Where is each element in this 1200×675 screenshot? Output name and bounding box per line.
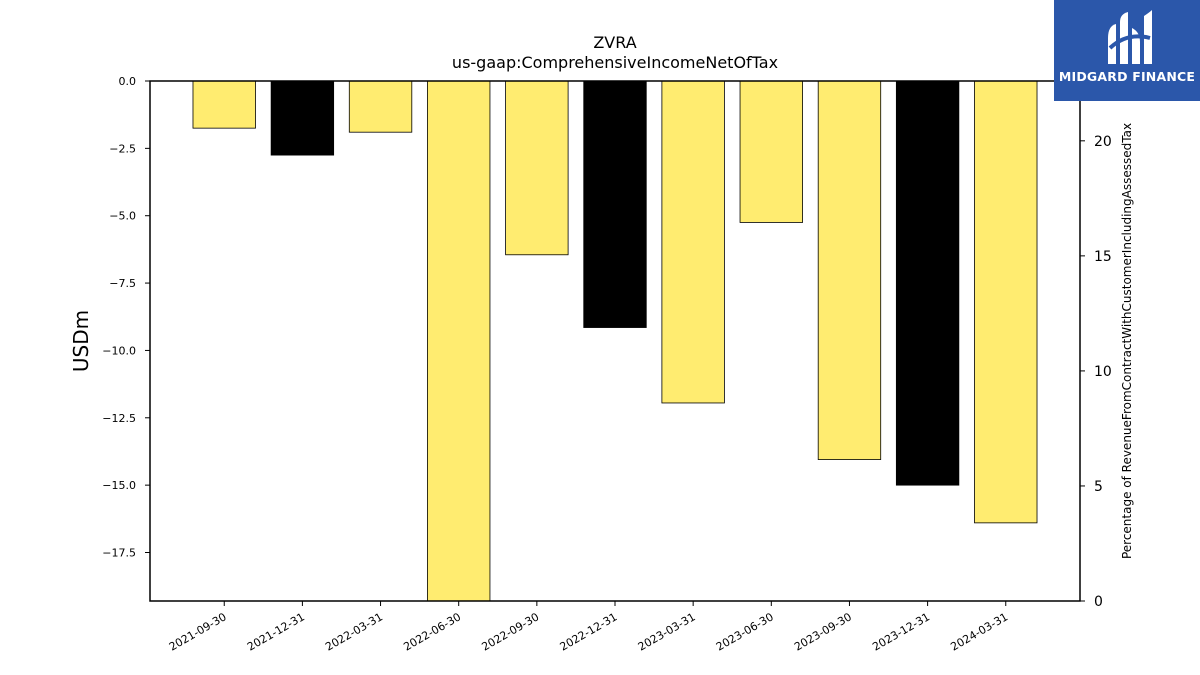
brand-name: MIDGARD FINANCE [1058, 69, 1196, 84]
y-tick-label: −17.5 [102, 547, 136, 560]
x-tick-label: 2023-12-31 [870, 610, 932, 653]
brand-logo: MIDGARD FINANCE [1054, 0, 1200, 101]
bar-2023-12-31 [895, 80, 960, 486]
y2-tick-label: 0 [1094, 594, 1103, 610]
x-tick-label: 2022-12-31 [558, 610, 620, 653]
y2-tick-label: 20 [1094, 134, 1112, 150]
bar-2024-03-31 [974, 80, 1038, 524]
plot-frame [149, 80, 1081, 602]
y-tick-label: −7.5 [109, 277, 136, 290]
bar-2022-09-30 [505, 80, 569, 256]
x-tick-label: 2023-09-30 [792, 610, 854, 653]
y-tick-label: −2.5 [109, 142, 136, 155]
bar-2022-03-31 [348, 80, 413, 133]
x-tick-label: 2022-09-30 [479, 610, 541, 653]
bar-2023-03-31 [661, 80, 725, 404]
y-tick-label: 0.0 [119, 75, 137, 88]
chart-subtitle: us-gaap:ComprehensiveIncomeNetOfTax [452, 53, 778, 72]
x-tick-label: 2022-06-30 [401, 610, 463, 653]
midgard-m-logo-icon [1108, 10, 1152, 64]
bar-2022-12-31 [583, 80, 647, 328]
x-tick-label: 2021-09-30 [167, 610, 229, 653]
y2-tick-label: 5 [1094, 479, 1103, 495]
bar-2021-12-31 [270, 80, 335, 156]
bar-2023-09-30 [817, 80, 882, 460]
y2-tick-label: 10 [1094, 364, 1112, 380]
x-tick-label: 2023-06-30 [714, 610, 776, 653]
chart-title: ZVRA [593, 33, 636, 52]
x-tick-label: 2023-03-31 [636, 610, 698, 653]
x-tick-label: 2024-03-31 [948, 610, 1010, 653]
bar-2021-09-30 [192, 80, 256, 129]
y-tick-label: −12.5 [102, 412, 136, 425]
x-tick-label: 2021-12-31 [245, 610, 307, 653]
y2-tick-label: 15 [1094, 249, 1112, 265]
y2-axis-label: Percentage of RevenueFromContractWithCus… [1120, 123, 1134, 559]
x-tick-label: 2022-03-31 [323, 610, 385, 653]
y-tick-label: −10.0 [102, 344, 136, 357]
bar-2022-06-30 [427, 80, 491, 602]
bar-2023-06-30 [739, 80, 803, 223]
y-axis-label: USDm [69, 310, 93, 372]
y-tick-label: −15.0 [102, 479, 136, 492]
y-tick-label: −5.0 [109, 210, 136, 223]
